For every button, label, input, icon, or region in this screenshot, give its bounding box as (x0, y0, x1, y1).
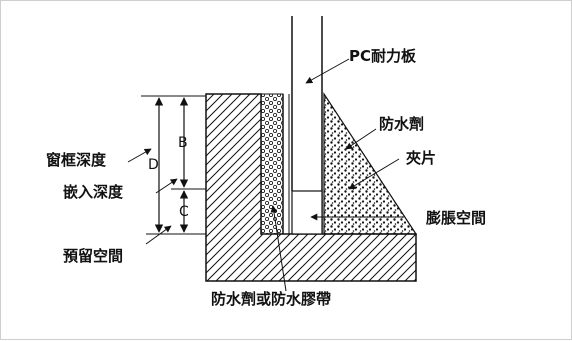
clip-label: 夾片 (406, 149, 436, 167)
waterproof-tape-strip (260, 93, 284, 235)
embed-depth-leader (155, 178, 178, 194)
clip-leader (348, 158, 400, 190)
waterproof-agent-label: 防水劑 (379, 115, 424, 133)
waterproof-agent-leader (345, 128, 377, 150)
expansion-space-box (291, 190, 323, 235)
frame-depth-label: 窗框深度 (46, 151, 107, 169)
reserved-space-leader (145, 225, 172, 245)
dimension-b-label: B (178, 135, 188, 151)
pc-board-label: PC耐力板 (349, 47, 417, 65)
bottom-label-leader (270, 205, 287, 292)
reserved-space-label: 預留空間 (63, 247, 123, 265)
dimension-c-label: C (179, 204, 189, 220)
clip-with-sealant (323, 91, 418, 235)
embed-depth-label: 嵌入深度 (63, 183, 124, 201)
frame-depth-leader (127, 148, 152, 163)
dimension-d-label: D (148, 157, 159, 173)
expansion-space-label: 膨脹空間 (426, 209, 486, 227)
pc-board-leader (305, 58, 350, 84)
bottom-label: 防水劑或防水膠帶 (211, 290, 331, 308)
